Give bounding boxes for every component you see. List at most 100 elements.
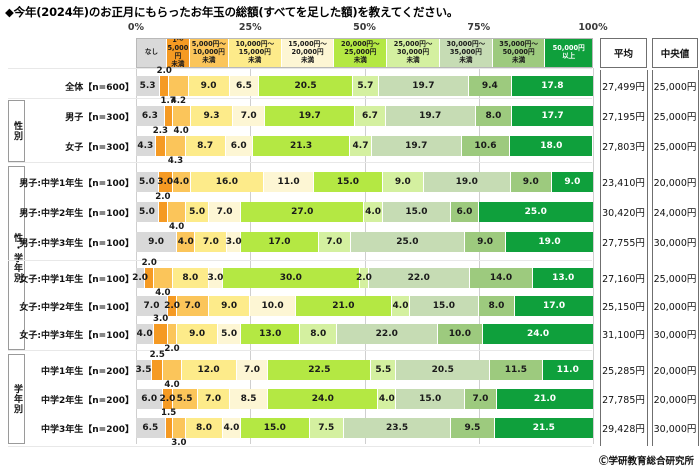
bar-segment[interactable]: 8.0 <box>186 418 223 438</box>
bar-segment[interactable]: 5.0 <box>186 202 210 222</box>
bar-segment[interactable]: 8.0 <box>475 106 513 126</box>
bar-segment[interactable]: 7.0 <box>233 106 266 126</box>
bar-segment[interactable]: 7.0 <box>209 202 242 222</box>
bar-segment[interactable]: 5.3 <box>136 76 161 96</box>
bar-segment[interactable]: 9.3 <box>190 106 234 126</box>
bar-segment[interactable]: 11.0 <box>263 172 315 192</box>
bar-segment[interactable]: 21.3 <box>252 136 351 156</box>
bar-segment[interactable]: 8.0 <box>172 268 210 288</box>
bar-segment[interactable]: 9.0 <box>209 296 251 316</box>
bar-segment[interactable]: 8.5 <box>229 389 269 409</box>
bar-segment[interactable]: 2.0 <box>164 324 180 354</box>
bar-segment[interactable]: 13.0 <box>533 268 593 288</box>
bar-segment[interactable]: 2.0 <box>160 389 175 409</box>
bar-segment[interactable]: 19.7 <box>265 106 356 126</box>
bar-segment[interactable]: 2.3 <box>153 126 168 156</box>
bar-segment[interactable]: 4.0 <box>177 232 196 252</box>
bar-segment[interactable]: 7.0 <box>197 389 230 409</box>
bar-segment[interactable]: 9.5 <box>451 418 495 438</box>
bar-segment[interactable]: 19.7 <box>371 136 462 156</box>
legend-item-8[interactable]: 35,000円～ 50,000円 未満 <box>492 39 546 67</box>
bar-segment[interactable]: 8.7 <box>185 136 226 156</box>
bar-segment[interactable]: 19.7 <box>378 76 469 96</box>
bar-segment[interactable]: 19.0 <box>506 232 593 252</box>
bar-segment[interactable]: 4.3 <box>166 136 186 166</box>
bar-segment[interactable]: 15.0 <box>314 172 383 192</box>
bar-segment[interactable]: 2.0 <box>356 268 372 288</box>
bar-segment[interactable]: 3.5 <box>136 360 152 380</box>
bar-segment[interactable]: 5.7 <box>352 76 379 96</box>
bar-segment[interactable]: 5.0 <box>136 202 159 222</box>
bar-segment[interactable]: 4.0 <box>378 389 397 409</box>
legend-item-2[interactable]: 5,000円～ 10,000円 未満 <box>189 39 229 67</box>
bar-segment[interactable]: 22.5 <box>268 360 372 380</box>
bar-segment[interactable]: 10.0 <box>250 296 296 316</box>
bar-segment[interactable]: 18.0 <box>510 136 593 156</box>
legend-item-1[interactable]: 1～ 5,000円 未満 <box>167 39 190 67</box>
bar-segment[interactable]: 19.7 <box>385 106 476 126</box>
bar-segment[interactable]: 15.0 <box>382 202 452 222</box>
bar-segment[interactable]: 13.0 <box>241 324 301 344</box>
bar-segment[interactable]: 11.5 <box>490 360 543 380</box>
bar-segment[interactable]: 2.0 <box>155 192 171 222</box>
legend-item-9[interactable]: 50,000円 以上 <box>545 39 592 67</box>
bar-segment[interactable]: 17.8 <box>511 76 594 96</box>
bar-segment[interactable]: 9.0 <box>382 172 424 192</box>
bar-segment[interactable]: 9.0 <box>551 172 593 192</box>
bar-segment[interactable]: 9.4 <box>468 76 512 96</box>
bar-segment[interactable]: 21.0 <box>496 389 593 409</box>
bar-segment[interactable]: 3.0 <box>226 232 242 252</box>
bar-segment[interactable]: 2.0 <box>157 66 172 96</box>
bar-segment[interactable]: 20.5 <box>259 76 353 96</box>
bar-segment[interactable]: 8.0 <box>300 324 338 344</box>
bar-segment[interactable]: 17.7 <box>512 106 593 126</box>
legend-item-5[interactable]: 20,000円～ 25,000円 未満 <box>334 39 388 67</box>
bar-segment[interactable]: 24.0 <box>268 389 379 409</box>
bar-segment[interactable]: 3.0 <box>157 172 173 192</box>
bar-segment[interactable]: 7.0 <box>236 360 269 380</box>
bar-segment[interactable]: 7.0 <box>464 389 497 409</box>
bar-segment[interactable]: 25.0 <box>478 202 593 222</box>
bar-segment[interactable]: 2.0 <box>132 268 148 288</box>
bar-segment[interactable]: 14.0 <box>469 268 534 288</box>
bar-segment[interactable]: 22.0 <box>337 324 438 344</box>
bar-segment[interactable]: 9.0 <box>510 172 552 192</box>
bar-segment[interactable]: 10.6 <box>461 136 511 156</box>
bar-segment[interactable]: 4.0 <box>172 106 191 136</box>
bar-segment[interactable]: 27.0 <box>241 202 365 222</box>
legend-item-3[interactable]: 10,000円～ 15,000円 未満 <box>228 39 282 67</box>
bar-segment[interactable]: 5.0 <box>218 324 242 344</box>
legend-item-7[interactable]: 30,000円～ 35,000円 未満 <box>439 39 493 67</box>
bar-segment[interactable]: 15.0 <box>410 296 479 316</box>
bar-segment[interactable]: 7.5 <box>309 418 344 438</box>
legend-item-4[interactable]: 15,000円～ 20,000円 未満 <box>281 39 335 67</box>
bar-segment[interactable]: 4.0 <box>167 202 187 232</box>
bar-segment[interactable]: 17.0 <box>241 232 319 252</box>
bar-segment[interactable]: 20.5 <box>396 360 491 380</box>
bar-segment[interactable]: 25.0 <box>350 232 465 252</box>
bar-segment[interactable]: 5.5 <box>172 389 198 409</box>
bar-segment[interactable]: 30.0 <box>222 268 360 288</box>
bar-segment[interactable]: 4.0 <box>163 360 182 390</box>
bar-segment[interactable]: 5.0 <box>136 172 159 192</box>
bar-segment[interactable]: 23.5 <box>343 418 452 438</box>
bar-segment[interactable]: 9.0 <box>465 232 507 252</box>
bar-segment[interactable]: 7.0 <box>136 296 168 316</box>
bar-segment[interactable]: 1.7 <box>161 96 176 126</box>
bar-segment[interactable]: 15.0 <box>396 389 465 409</box>
bar-segment[interactable]: 4.0 <box>136 324 155 344</box>
bar-segment[interactable]: 6.5 <box>136 418 166 438</box>
bar-segment[interactable]: 2.0 <box>164 296 180 316</box>
bar-segment[interactable]: 21.5 <box>494 418 593 438</box>
bar-segment[interactable]: 3.0 <box>153 314 168 344</box>
bar-segment[interactable]: 4.0 <box>391 296 411 316</box>
bar-segment[interactable]: 7.0 <box>318 232 351 252</box>
bar-segment[interactable]: 3.0 <box>171 418 187 448</box>
bar-segment[interactable]: 6.3 <box>136 106 165 126</box>
bar-segment[interactable]: 21.0 <box>295 296 392 316</box>
bar-segment[interactable]: 17.0 <box>515 296 593 316</box>
bar-segment[interactable]: 24.0 <box>483 324 593 344</box>
bar-segment[interactable]: 4.3 <box>136 136 156 156</box>
bar-segment[interactable]: 9.0 <box>136 232 178 252</box>
bar-segment[interactable]: 6.0 <box>225 136 253 156</box>
